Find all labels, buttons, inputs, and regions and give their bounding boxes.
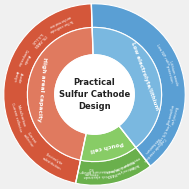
Text: Failure
mechanism: Failure mechanism [120, 156, 143, 173]
Text: Metal/carbon
Current collector: Metal/carbon Current collector [10, 101, 27, 132]
Wedge shape [81, 126, 136, 162]
Circle shape [55, 55, 134, 134]
Text: Lithium anode
protection: Lithium anode protection [163, 61, 178, 88]
Text: Practical
Sulfur Cathode
Design: Practical Sulfur Cathode Design [59, 78, 130, 111]
Wedge shape [76, 147, 150, 185]
Text: SPAN
cathode: SPAN cathode [104, 166, 120, 177]
Text: Pouch cell: Pouch cell [89, 140, 124, 153]
Text: C/S,-PANS
Li₂S-Li₂B: C/S,-PANS Li₂S-Li₂B [29, 30, 47, 49]
Text: Anode
Composite: Anode Composite [16, 48, 32, 69]
Wedge shape [91, 4, 185, 166]
Text: CIS
cathode: CIS cathode [84, 169, 99, 178]
Text: Current
collector: Current collector [22, 131, 38, 149]
Wedge shape [92, 27, 162, 147]
Text: High areal capacity: High areal capacity [36, 57, 47, 122]
Text: Electrolyte
compatibility: Electrolyte compatibility [112, 159, 137, 176]
Text: Low electrolyte/lithium: Low electrolyte/lithium [130, 42, 159, 111]
Text: Anode
design: Anode design [12, 70, 23, 83]
Text: Electrolyte
substitution: Electrolyte substitution [41, 152, 64, 171]
Wedge shape [4, 4, 92, 183]
Text: Thick electrode
architecture design: Thick electrode architecture design [80, 168, 115, 178]
Text: Sulfur-cathode
conformation: Sulfur-cathode conformation [46, 14, 74, 33]
Text: Low N/P ratio: Low N/P ratio [155, 44, 170, 66]
Text: Low E/S ratio: Low E/S ratio [155, 123, 170, 145]
Wedge shape [27, 27, 93, 160]
Text: Electrolyte
engineering: Electrolyte engineering [164, 104, 178, 126]
Text: Cathode reaction
mechanism: Cathode reaction mechanism [140, 133, 167, 162]
